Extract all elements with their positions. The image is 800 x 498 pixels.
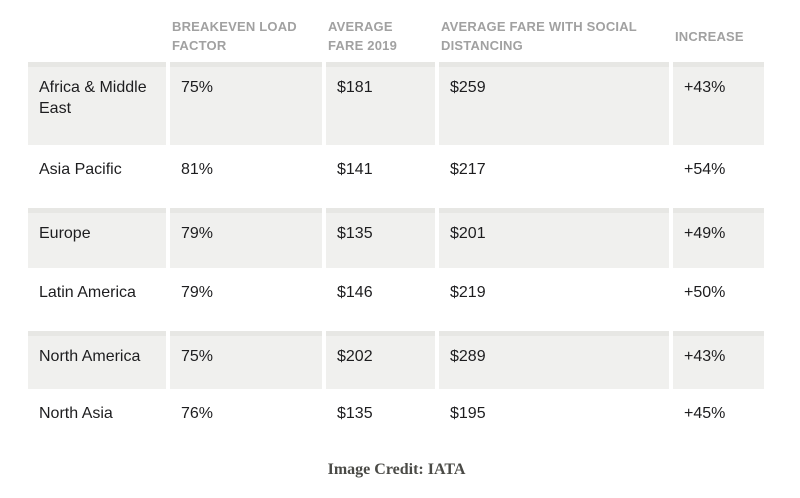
average-fare-2019-cell: $135: [337, 405, 373, 422]
region-cell: Asia Pacific: [39, 161, 122, 178]
average-fare-2019-cell: $135: [326, 208, 435, 268]
column-header-breakeven-load-factor: BREAKEVEN LOAD FACTOR: [172, 19, 297, 53]
breakeven-load-factor-cell: 75%: [170, 331, 322, 389]
table-row: North Asia 76% $135 $195 +45%: [28, 389, 793, 451]
average-fare-2019-cell: $141: [337, 161, 373, 178]
increase-cell: +49%: [673, 208, 764, 268]
average-fare-social-distancing-cell: $217: [450, 161, 486, 178]
average-fare-social-distancing-cell: $195: [450, 405, 486, 422]
average-fare-social-distancing-cell: $219: [450, 284, 486, 301]
table-row: Africa & Middle East 75% $181 $259 +43%: [28, 62, 793, 145]
table-row: Asia Pacific 81% $141 $217 +54%: [28, 145, 793, 208]
region-cell: Africa & Middle East: [28, 62, 166, 145]
average-fare-2019-cell: $146: [337, 284, 373, 301]
region-cell: North Asia: [39, 405, 113, 422]
table-row: Latin America 79% $146 $219 +50%: [28, 268, 793, 331]
column-header-increase: INCREASE: [675, 28, 744, 44]
breakeven-load-factor-cell: 81%: [181, 161, 214, 178]
breakeven-load-factor-cell: 79%: [181, 284, 214, 301]
image-credit-caption: Image Credit: IATA: [327, 461, 466, 478]
average-fare-2019-cell: $181: [326, 62, 435, 145]
region-cell: Latin America: [39, 284, 136, 301]
increase-cell: +43%: [673, 331, 764, 389]
breakeven-load-factor-cell: 76%: [181, 405, 214, 422]
table-row: North America 75% $202 $289 +43%: [28, 331, 793, 389]
region-cell: Europe: [28, 208, 166, 268]
fare-comparison-table: BREAKEVEN LOAD FACTOR AVERAGE FARE 2019 …: [28, 10, 793, 478]
average-fare-social-distancing-cell: $259: [439, 62, 669, 145]
average-fare-2019-cell: $202: [326, 331, 435, 389]
column-header-average-fare-2019: AVERAGE FARE 2019: [328, 19, 398, 53]
table-header-row: BREAKEVEN LOAD FACTOR AVERAGE FARE 2019 …: [28, 10, 793, 62]
increase-cell: +54%: [684, 161, 726, 178]
region-cell: North America: [28, 331, 166, 389]
average-fare-social-distancing-cell: $201: [439, 208, 669, 268]
breakeven-load-factor-cell: 75%: [170, 62, 322, 145]
column-header-average-fare-social-distancing: AVERAGE FARE WITH SOCIAL DISTANCING: [441, 19, 637, 53]
increase-cell: +45%: [684, 405, 726, 422]
increase-cell: +43%: [673, 62, 764, 145]
table-row: Europe 79% $135 $201 +49%: [28, 208, 793, 268]
increase-cell: +50%: [684, 284, 726, 301]
average-fare-social-distancing-cell: $289: [439, 331, 669, 389]
breakeven-load-factor-cell: 79%: [170, 208, 322, 268]
